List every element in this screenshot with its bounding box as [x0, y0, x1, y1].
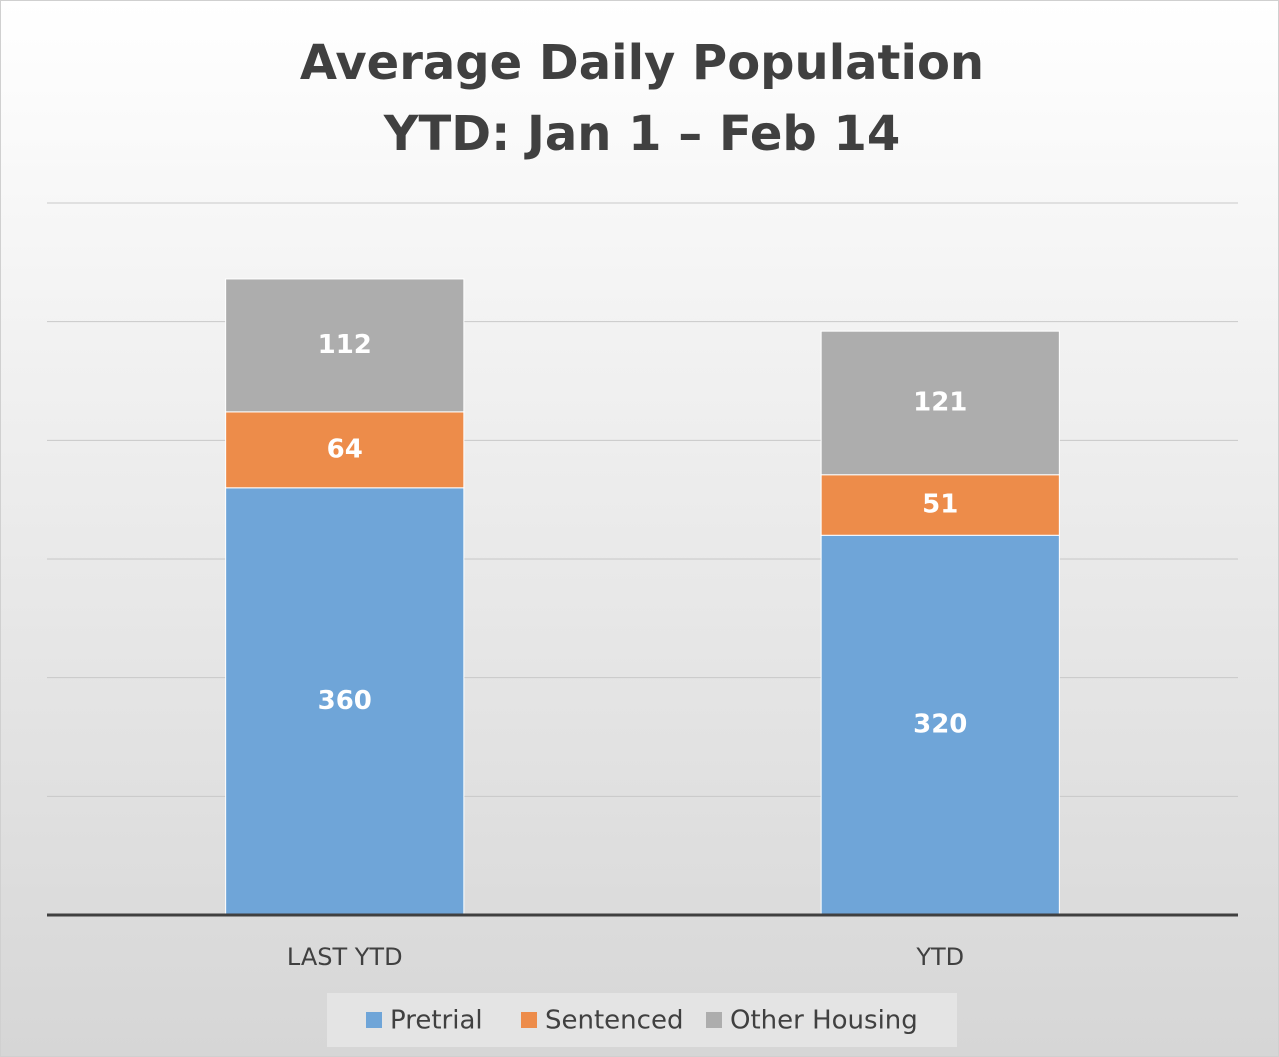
x-tick-label: LAST YTD [287, 943, 403, 971]
x-tick-label: YTD [915, 943, 964, 971]
bar-segment [820, 534, 1060, 916]
legend-box [327, 993, 957, 1047]
legend-swatch [521, 1012, 537, 1028]
legend-label: Pretrial [390, 1006, 483, 1036]
chart-subtitle: YTD: Jan 1 – Feb 14 [383, 106, 900, 162]
chart-title: Average Daily Population [300, 35, 984, 91]
legend-label: Other Housing [730, 1006, 918, 1036]
legend-swatch [706, 1012, 722, 1028]
data-label: 121 [913, 387, 967, 417]
bar-segment [225, 487, 465, 916]
data-label: 320 [913, 710, 967, 740]
bar-segment [820, 474, 1060, 536]
legend-label: Sentenced [545, 1006, 683, 1036]
data-label: 64 [327, 434, 363, 464]
bar-segment [820, 330, 1060, 476]
data-label: 360 [318, 686, 372, 716]
bar-segment [225, 411, 465, 489]
data-label: 112 [318, 330, 372, 360]
bar-segment [225, 278, 465, 413]
legend-swatch [366, 1012, 382, 1028]
data-label: 51 [922, 490, 958, 520]
